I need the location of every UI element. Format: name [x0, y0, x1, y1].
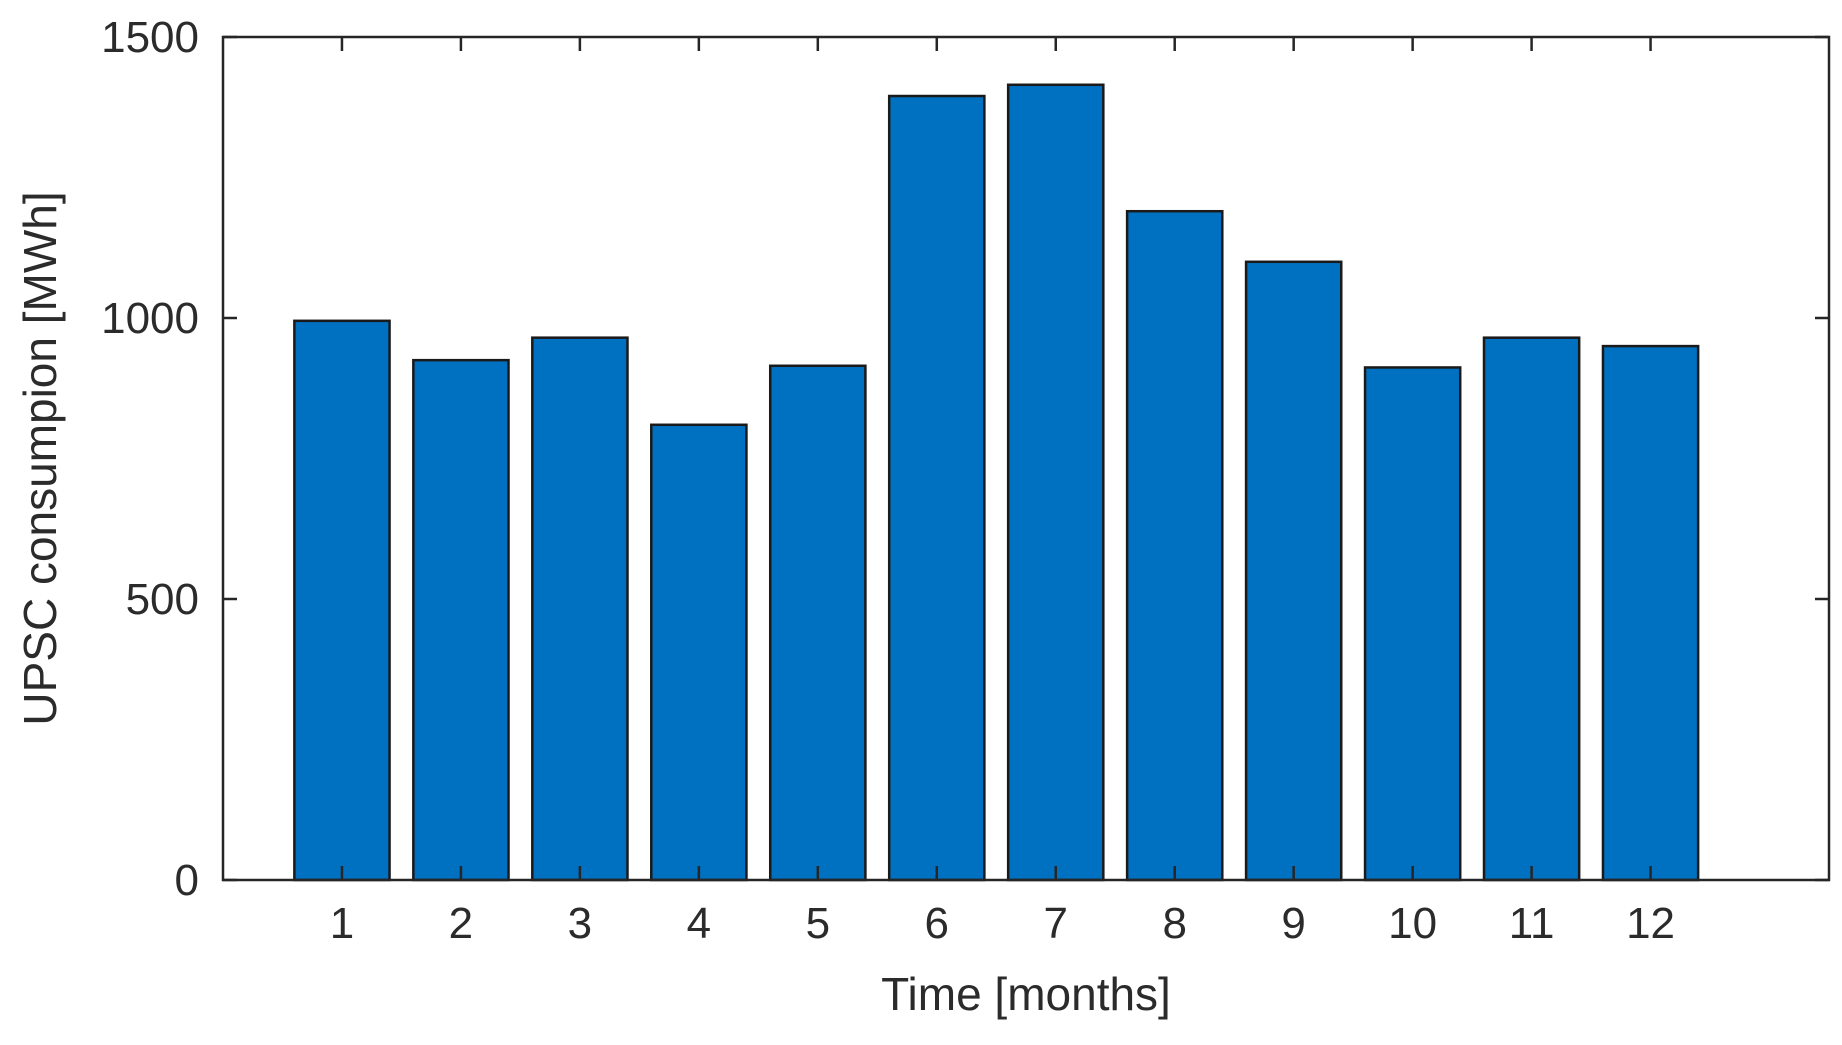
y-tick-label-0: 0	[175, 856, 199, 905]
x-tick-label-5: 5	[806, 899, 830, 948]
bar-month-2	[412, 358, 510, 882]
x-tick-label-8: 8	[1162, 899, 1186, 948]
bar-month-5	[768, 364, 867, 882]
x-tick-label-11: 11	[1509, 899, 1555, 948]
y-axis-title: UPSC consumpion [MWh]	[14, 191, 66, 725]
y-tick-label-1000: 1000	[101, 294, 199, 343]
x-tick-label-1: 1	[330, 899, 354, 948]
x-axis-title: Time [months]	[881, 968, 1171, 1020]
x-tick-label-7: 7	[1043, 899, 1067, 948]
bar-month-7	[1006, 83, 1105, 882]
bar-month-12	[1601, 344, 1700, 882]
bar-month-11	[1482, 336, 1581, 882]
bar-month-4	[650, 423, 748, 882]
y-tick-label-1500: 1500	[101, 13, 199, 62]
bar-month-6	[887, 94, 986, 882]
x-tick-label-9: 9	[1281, 899, 1305, 948]
x-tick-label-4: 4	[687, 899, 711, 948]
bar-month-3	[531, 336, 629, 882]
bar-month-10	[1363, 366, 1462, 882]
bar-month-1	[293, 319, 391, 882]
x-tick-label-3: 3	[568, 899, 592, 948]
bars-group	[293, 83, 1700, 882]
y-tick-label-500: 500	[126, 575, 199, 624]
bar-month-8	[1125, 209, 1224, 882]
x-tick-label-10: 10	[1388, 899, 1437, 948]
ticks-group	[223, 35, 1829, 882]
x-tick-label-2: 2	[449, 899, 473, 948]
x-tick-label-12: 12	[1626, 899, 1675, 948]
plot-area-frame	[221, 35, 1831, 882]
x-tick-label-6: 6	[925, 899, 949, 948]
bar-month-9	[1244, 260, 1343, 882]
